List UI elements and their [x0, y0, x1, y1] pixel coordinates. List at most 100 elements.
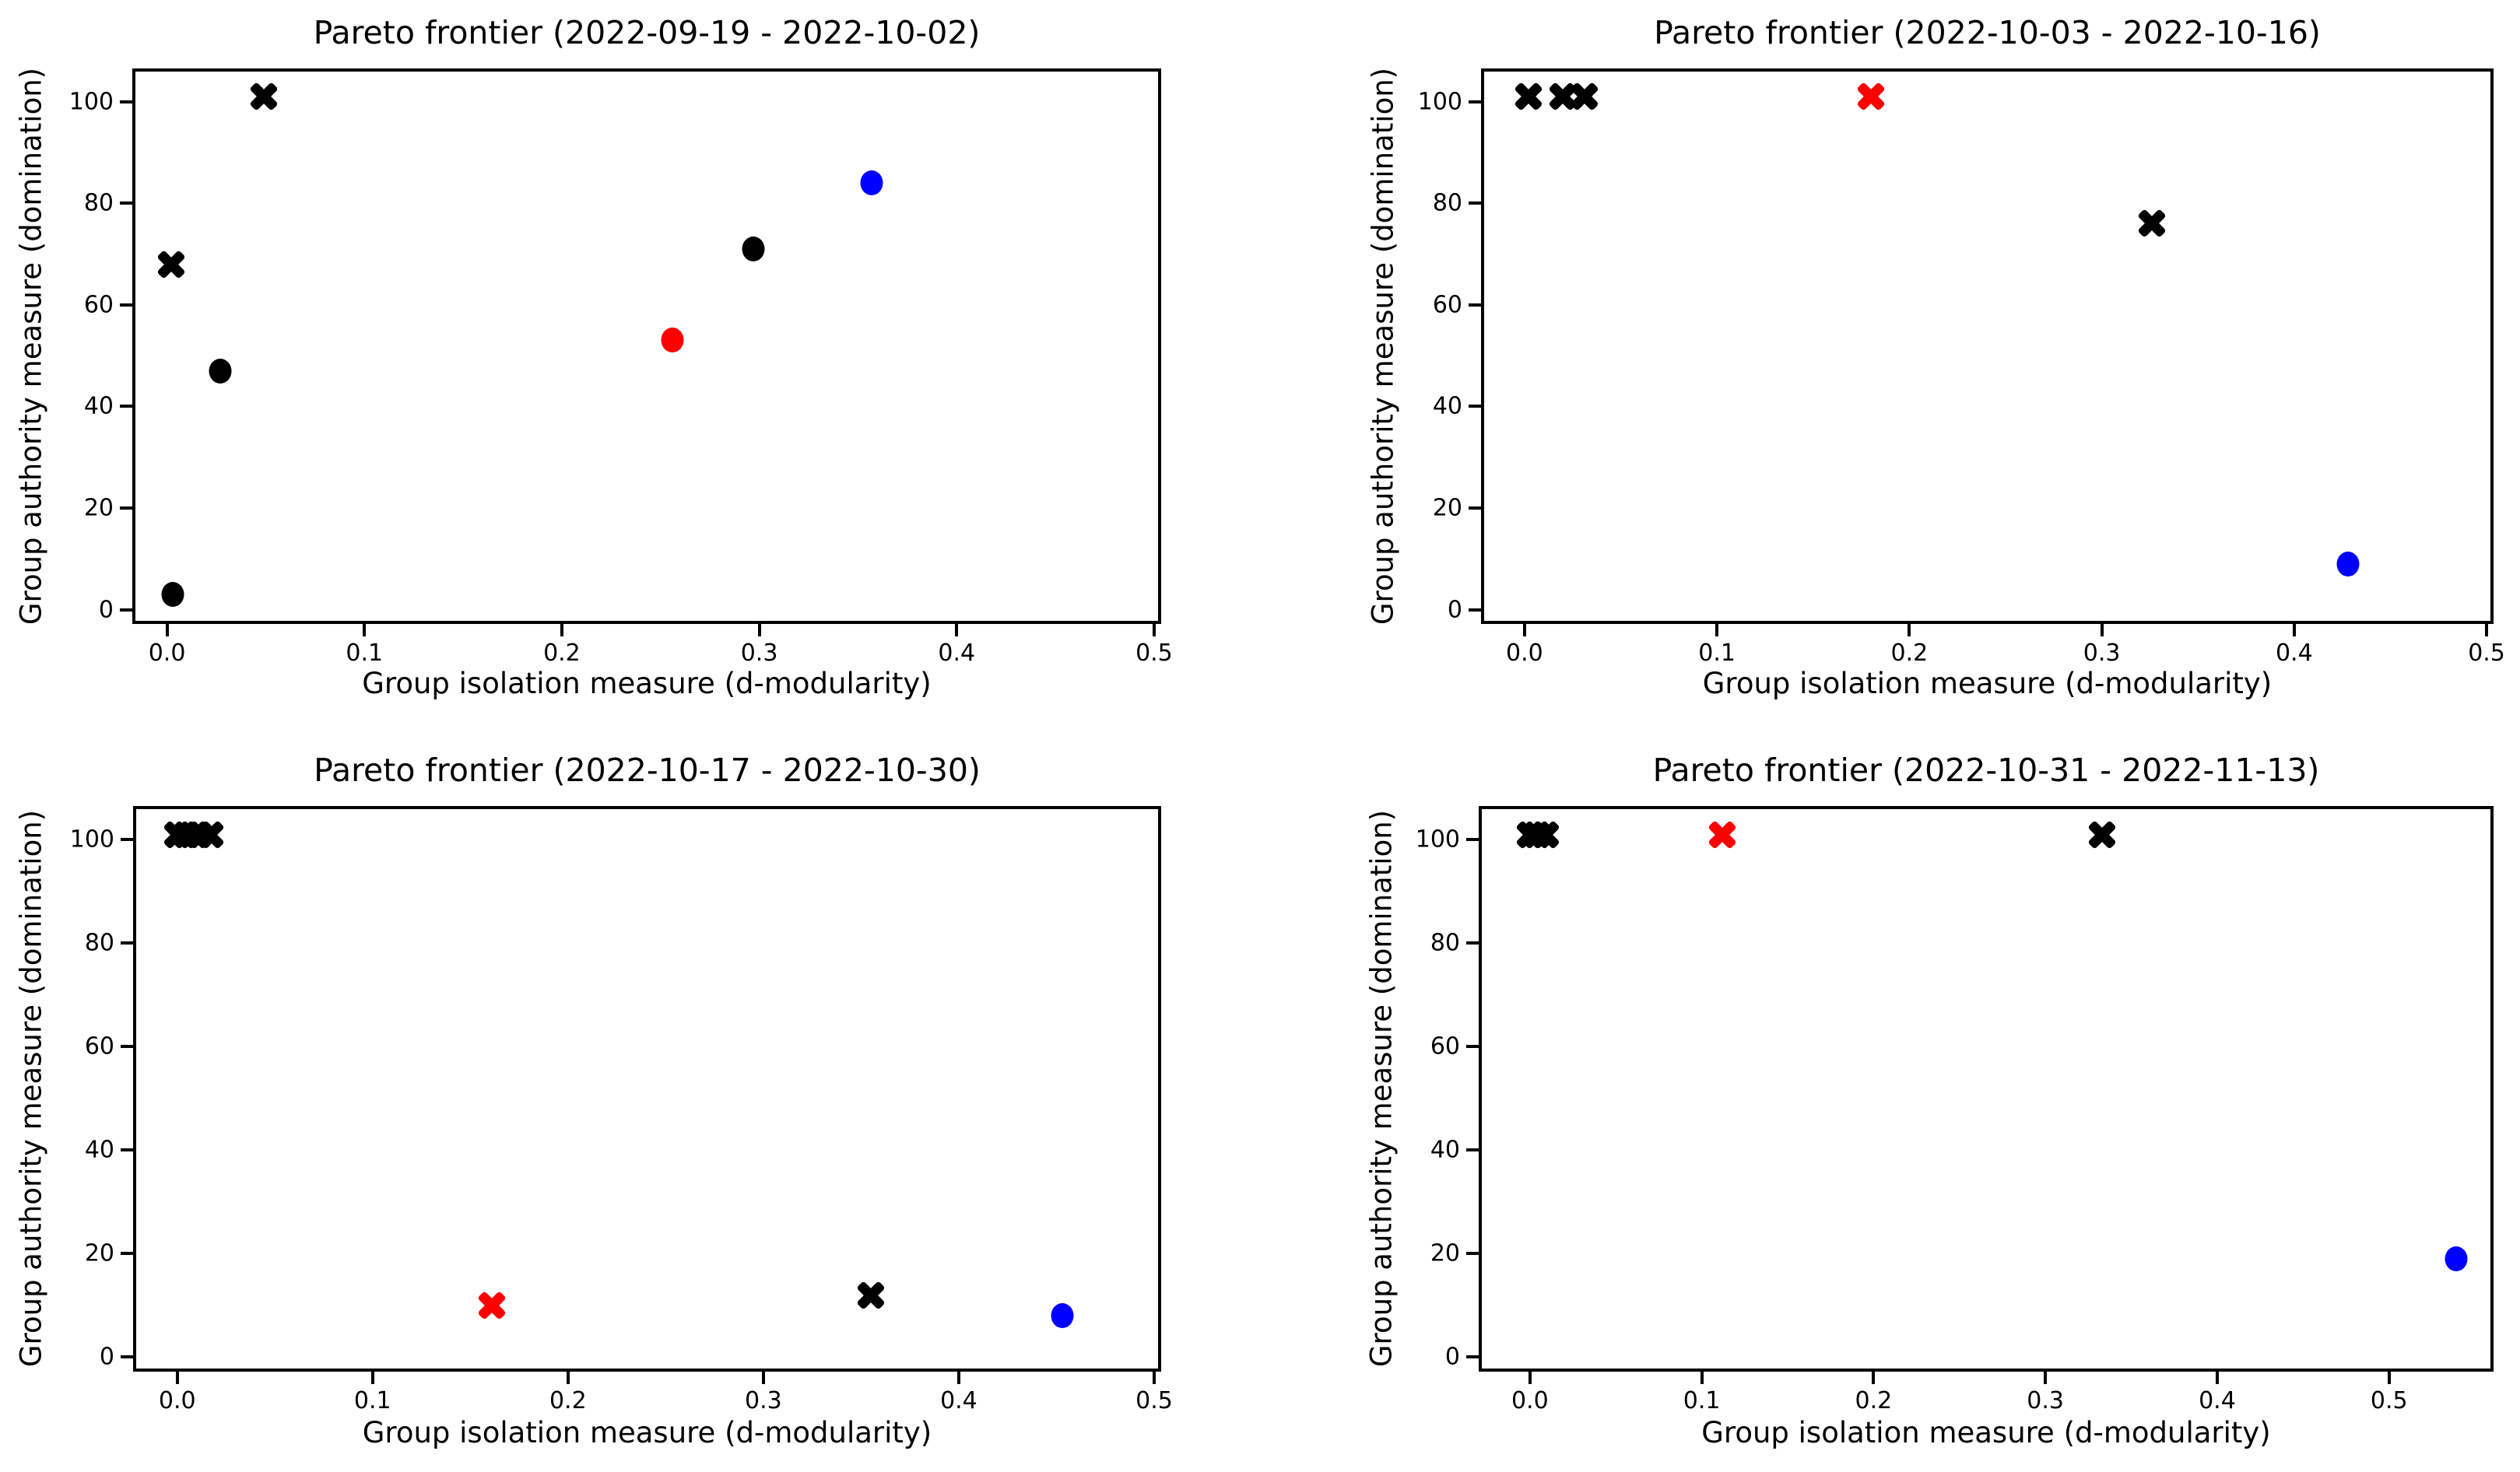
y-tick-label: 40: [84, 1136, 114, 1164]
x-tick-label: 0.3: [745, 1387, 782, 1414]
y-tick-label: 60: [1430, 1032, 1460, 1060]
x-tick: [955, 624, 959, 636]
x-tick: [1872, 1372, 1876, 1384]
y-tick-label: 80: [1430, 929, 1460, 957]
x-tick-label: 0.5: [1135, 640, 1173, 667]
x-tick-label: 0.1: [346, 640, 384, 667]
y-tick: [120, 303, 132, 307]
data-point-x-marker: [1855, 80, 1887, 113]
y-tick-label: 20: [1430, 1239, 1460, 1267]
y-tick-label: 20: [84, 1239, 114, 1267]
y-tick: [1469, 100, 1481, 103]
x-tick-label: 0.3: [740, 640, 778, 667]
subplot-title: Pareto frontier (2022-10-03 - 2022-10-16…: [1654, 14, 2321, 51]
subplot-title: Pareto frontier (2022-09-19 - 2022-10-02…: [313, 14, 981, 51]
y-tick: [1469, 506, 1481, 510]
y-tick: [121, 1148, 133, 1152]
data-point-x-marker: [1568, 80, 1601, 113]
x-tick: [363, 624, 367, 636]
x-tick: [1152, 624, 1156, 636]
x-tick-label: 0.3: [2027, 1387, 2065, 1414]
y-tick: [121, 1045, 133, 1049]
y-tick: [121, 838, 133, 842]
x-tick: [1700, 1372, 1704, 1384]
y-tick: [1466, 941, 1479, 945]
y-tick: [1469, 608, 1481, 612]
data-point-circle-marker: [661, 328, 684, 353]
y-tick: [120, 405, 132, 408]
y-tick-label: 40: [1432, 392, 1462, 420]
data-point-x-marker: [2136, 207, 2168, 240]
x-tick-label: 0.4: [2275, 640, 2313, 667]
subplot-bottom-left: Pareto frontier (2022-10-17 - 2022-10-30…: [0, 736, 1260, 1472]
y-tick: [1466, 1148, 1479, 1152]
x-tick-label: 0.2: [1855, 1387, 1893, 1414]
subplot-title: Pareto frontier (2022-10-31 - 2022-11-13…: [1652, 752, 2320, 789]
subplot-title: Pareto frontier (2022-10-17 - 2022-10-30…: [314, 752, 981, 789]
x-tick: [175, 1372, 179, 1384]
x-tick: [2044, 1372, 2048, 1384]
x-tick: [757, 624, 761, 636]
x-tick: [2100, 624, 2104, 636]
x-axis-label: Group isolation measure (d-modularity): [362, 667, 932, 700]
y-tick-label: 40: [83, 392, 114, 420]
data-point-x-marker: [1512, 80, 1545, 113]
y-tick: [1469, 303, 1481, 307]
x-tick-label: 0.1: [1683, 1387, 1721, 1414]
x-tick-label: 0.3: [2083, 640, 2121, 667]
x-tick: [566, 1372, 570, 1384]
x-axis-label: Group isolation measure (d-modularity): [1701, 1416, 2271, 1449]
x-tick-label: 0.5: [2370, 1387, 2408, 1414]
y-tick-label: 60: [83, 291, 114, 319]
plot-area: 0.0 0.1 0.2 0.3 0.4 0.5 0 20 40 60 80 100: [1418, 68, 2505, 667]
x-tick: [2387, 1372, 2391, 1384]
y-tick-label: 60: [84, 1032, 114, 1060]
data-point-x-marker: [247, 80, 280, 113]
data-point-circle-marker: [1051, 1303, 1074, 1329]
plot-area: 0.0 0.1 0.2 0.3 0.4 0.5 0 20 40 60 80 100: [1416, 806, 2494, 1414]
y-tick-label: 60: [1432, 291, 1462, 319]
y-tick: [121, 941, 133, 945]
x-axis-label: Group isolation measure (d-modularity): [362, 1416, 932, 1449]
data-point-x-marker: [855, 1279, 887, 1312]
data-point-circle-marker: [209, 358, 232, 384]
x-tick-label: 0.0: [158, 1387, 196, 1414]
x-tick-label: 0.4: [940, 1387, 977, 1414]
data-point-x-marker: [1706, 818, 1739, 851]
y-tick: [120, 608, 132, 612]
x-tick: [370, 1372, 374, 1384]
y-tick: [120, 506, 132, 510]
x-tick: [761, 1372, 765, 1384]
x-tick: [1152, 1372, 1156, 1384]
plot-area: 0.0 0.1 0.2 0.3 0.4 0.5 0 20 40 60 80 100: [70, 806, 1173, 1414]
y-tick-label: 100: [69, 825, 114, 853]
x-tick-label: 0.0: [1506, 640, 1543, 667]
y-tick-label: 100: [68, 88, 114, 116]
x-tick: [2485, 624, 2489, 636]
x-tick-label: 0.0: [148, 640, 186, 667]
x-tick: [1528, 1372, 1532, 1384]
y-tick: [120, 202, 132, 205]
subplot-bottom-right: Pareto frontier (2022-10-31 - 2022-11-13…: [1260, 736, 2520, 1472]
data-point-x-marker: [2086, 818, 2118, 851]
data-point-circle-marker: [2336, 551, 2360, 577]
x-tick-label: 0.1: [353, 1387, 391, 1414]
y-axis-label: Group authority measure (domination): [1366, 67, 1400, 626]
y-tick-label: 20: [83, 494, 114, 522]
x-tick-label: 0.4: [938, 640, 976, 667]
x-tick-label: 0.0: [1511, 1387, 1549, 1414]
plot-area: 0.0 0.1 0.2 0.3 0.4 0.5 0 20 40 60 80 100: [69, 68, 1173, 667]
x-tick-label: 0.1: [1698, 640, 1736, 667]
x-tick: [2215, 1372, 2219, 1384]
y-tick: [121, 1355, 133, 1359]
x-tick: [560, 624, 563, 636]
y-tick: [1466, 1355, 1479, 1359]
x-tick-label: 0.5: [2468, 640, 2505, 667]
y-tick-label: 0: [98, 596, 114, 624]
y-tick-label: 100: [1417, 88, 1462, 116]
y-axis-label: Group authority measure (domination): [14, 809, 48, 1368]
x-tick-label: 0.5: [1135, 1387, 1173, 1414]
y-tick-label: 0: [1444, 1343, 1460, 1371]
y-tick-label: 80: [83, 189, 114, 217]
